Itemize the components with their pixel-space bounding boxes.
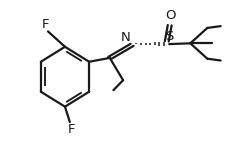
Text: F: F — [67, 123, 75, 136]
Text: S: S — [166, 30, 174, 43]
Text: N: N — [121, 31, 131, 44]
Text: O: O — [165, 9, 175, 22]
Text: F: F — [41, 18, 49, 31]
